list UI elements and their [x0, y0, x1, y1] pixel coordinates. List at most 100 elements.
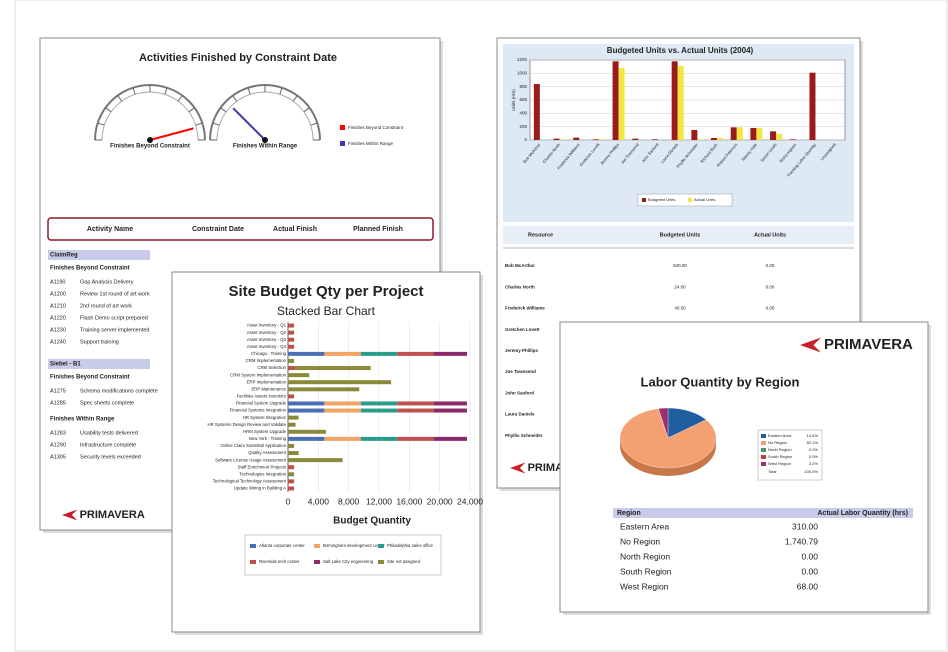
region-value: 68.00: [797, 581, 819, 591]
x-tick-label: 20,000: [427, 496, 453, 506]
column-header: Actual Finish: [273, 226, 317, 233]
y-tick-label: 400: [519, 111, 527, 116]
y-tick-label: Asset Inventory - Q2: [247, 330, 287, 335]
bar-segment: [288, 331, 294, 335]
resource-name: John Sanford: [505, 390, 534, 395]
activity-id: A1275: [50, 388, 66, 394]
legend-swatch: [378, 544, 384, 548]
legend-label: West Region: [768, 461, 791, 466]
y-tick-label: HRM System Upgrade: [243, 429, 287, 434]
bar-segment: [288, 394, 294, 398]
region-value: 0.00: [801, 566, 818, 576]
bar-segment: [324, 437, 360, 441]
y-tick-label: New York - Training: [249, 436, 287, 441]
activity-name: Gap Analysis Delivery: [80, 279, 134, 285]
activity-id: A1285: [50, 400, 66, 406]
region-name: West Region: [620, 581, 669, 591]
collage: Activities Finished by Constraint Date Fi…: [0, 0, 948, 652]
report-title: Activities Finished by Constraint Date: [139, 52, 337, 64]
cell: 0.00: [766, 306, 775, 311]
bar: [790, 139, 796, 140]
legend-value: 0.0%: [809, 447, 819, 452]
legend-label: Atlanta corporate center: [259, 543, 305, 548]
y-tick-label: Facilities Assets Inventory: [237, 394, 287, 399]
region-name: No Region: [620, 536, 660, 546]
region-name: Eastern Area: [620, 521, 669, 531]
gauge-hub: [147, 137, 153, 143]
y-tick-label: Software License Usage Assessment: [215, 457, 287, 462]
x-tick-label: 16,000: [396, 496, 422, 506]
y-tick-label: Technological Technology Assessment: [213, 479, 287, 484]
chart-title: Budgeted Units vs. Actual Units (2004): [607, 46, 754, 55]
y-axis-label: Units (Hrs): [511, 89, 516, 111]
resource-name: Laura Daniels: [505, 412, 535, 417]
section-label: Finishes Beyond Constraint: [50, 266, 130, 272]
x-tick-label: 24,000: [457, 496, 483, 506]
column-header: Actual Units: [754, 232, 786, 238]
legend-box: [245, 535, 441, 575]
card: [560, 322, 928, 612]
activity-name: Training server implemented: [80, 327, 150, 333]
activity-id: A1290: [50, 442, 66, 448]
activity-name: Review 1st round of art work: [80, 291, 150, 297]
legend-label: Site not assigned: [387, 559, 421, 564]
region-value: 1,740.79: [785, 536, 818, 546]
bar: [776, 134, 782, 140]
legend-swatch: [688, 198, 692, 202]
bar: [613, 61, 619, 140]
legend-swatch: [642, 198, 646, 202]
cell: 840.00: [673, 263, 687, 268]
bar: [599, 139, 605, 140]
bar-segment: [397, 437, 433, 441]
y-tick-label: Financial System Upgrade: [236, 401, 287, 406]
gauge-label: Finishes Within Range: [233, 144, 298, 150]
legend-swatch: [314, 560, 320, 564]
cell: 40.00: [674, 306, 686, 311]
legend-swatch: [314, 544, 320, 548]
bar: [737, 127, 743, 140]
y-tick-label: Quality Assessment: [248, 450, 287, 455]
region-name: South Region: [620, 566, 672, 576]
legend-label: No Region: [768, 440, 787, 445]
bar: [632, 139, 638, 140]
bar: [809, 73, 815, 140]
bar-segment: [288, 423, 296, 427]
activity-name: Support training: [80, 339, 119, 345]
bar-segment: [288, 486, 294, 490]
resource-name: Bob McArthur: [505, 263, 535, 268]
section-label: Finishes Beyond Constraint: [50, 375, 130, 381]
y-tick-label: Chicago - Training: [251, 351, 286, 356]
bar: [717, 138, 723, 140]
bar: [756, 128, 762, 140]
group-name: Siebel - B1: [50, 362, 81, 368]
legend-swatch: [761, 455, 766, 459]
legend-value: 82.1%: [807, 440, 819, 445]
y-tick-label: Technologies Integration: [239, 471, 286, 476]
resource-name: Charles North: [505, 284, 535, 289]
logo: PRIMAVERA: [80, 509, 145, 521]
y-tick-label: CRM System Implementation: [230, 372, 286, 377]
bar-segment: [434, 352, 467, 356]
activity-name: 2nd round of art work: [80, 303, 132, 309]
bar-segment: [324, 409, 360, 413]
bar: [554, 139, 560, 140]
bar-segment: [361, 352, 397, 356]
y-tick-label: Asset Inventory - Q3: [247, 337, 287, 342]
region-name: North Region: [620, 551, 670, 561]
gauge-hub: [262, 137, 268, 143]
y-tick-label: Financial Systems Integration: [230, 408, 287, 413]
column-header: Planned Finish: [353, 226, 403, 233]
legend-swatch: [250, 544, 256, 548]
legend-label: Finishes Beyond Constraint: [348, 125, 404, 130]
column-header: Constraint Date: [192, 226, 244, 233]
y-tick-label: 800: [519, 84, 527, 89]
legend-label: Riverside tech center: [259, 559, 300, 564]
bar: [711, 138, 717, 140]
y-tick-label: CRM Selection: [257, 365, 286, 370]
legend-swatch: [340, 141, 345, 146]
column-header: Region: [617, 510, 641, 517]
y-tick-label: 600: [519, 97, 527, 102]
legend-swatch: [378, 560, 384, 564]
activity-id: A1190: [50, 279, 66, 285]
bar: [534, 84, 540, 140]
